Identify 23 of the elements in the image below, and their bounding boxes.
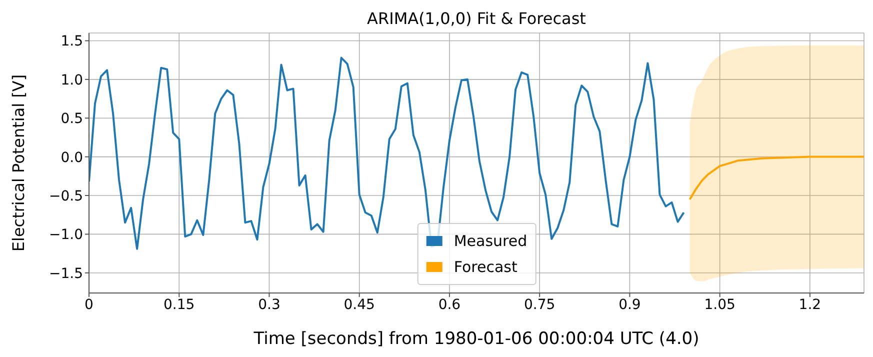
y-tick-label: −1.0 xyxy=(49,227,83,244)
y-tick-label: 0.5 xyxy=(60,111,83,128)
x-tick-label: 0.15 xyxy=(164,296,195,313)
y-tick-label: 1.0 xyxy=(60,72,83,88)
legend-label: Forecast xyxy=(454,258,518,276)
x-tick-label: 0.6 xyxy=(438,296,461,313)
x-tick-label: 0.9 xyxy=(618,296,641,313)
x-tick-label: 0.75 xyxy=(524,296,556,313)
x-axis-title: Time [seconds] from 1980-01-06 00:00:04 UTC (4.0) xyxy=(252,329,700,349)
line-series xyxy=(688,156,864,200)
chart-title: ARIMA(1,0,0) Fit & Forecast xyxy=(367,9,586,28)
x-tick-label: 0.3 xyxy=(258,296,280,313)
x-tick-label: 0 xyxy=(84,296,94,313)
line-series xyxy=(89,56,685,250)
x-tick-label: 0.45 xyxy=(344,296,375,313)
y-tick-label: −1.5 xyxy=(49,266,83,282)
x-tick-label: 1.05 xyxy=(704,296,736,313)
y-axis-title: Electrical Potential [V] xyxy=(9,74,28,252)
x-tick-label: 1.2 xyxy=(798,296,822,313)
y-tick-label: −0.5 xyxy=(49,188,83,204)
legend-label: Measured xyxy=(454,232,528,250)
y-tick-label: 0.0 xyxy=(60,150,83,166)
y-tick-label: 1.5 xyxy=(60,34,83,50)
